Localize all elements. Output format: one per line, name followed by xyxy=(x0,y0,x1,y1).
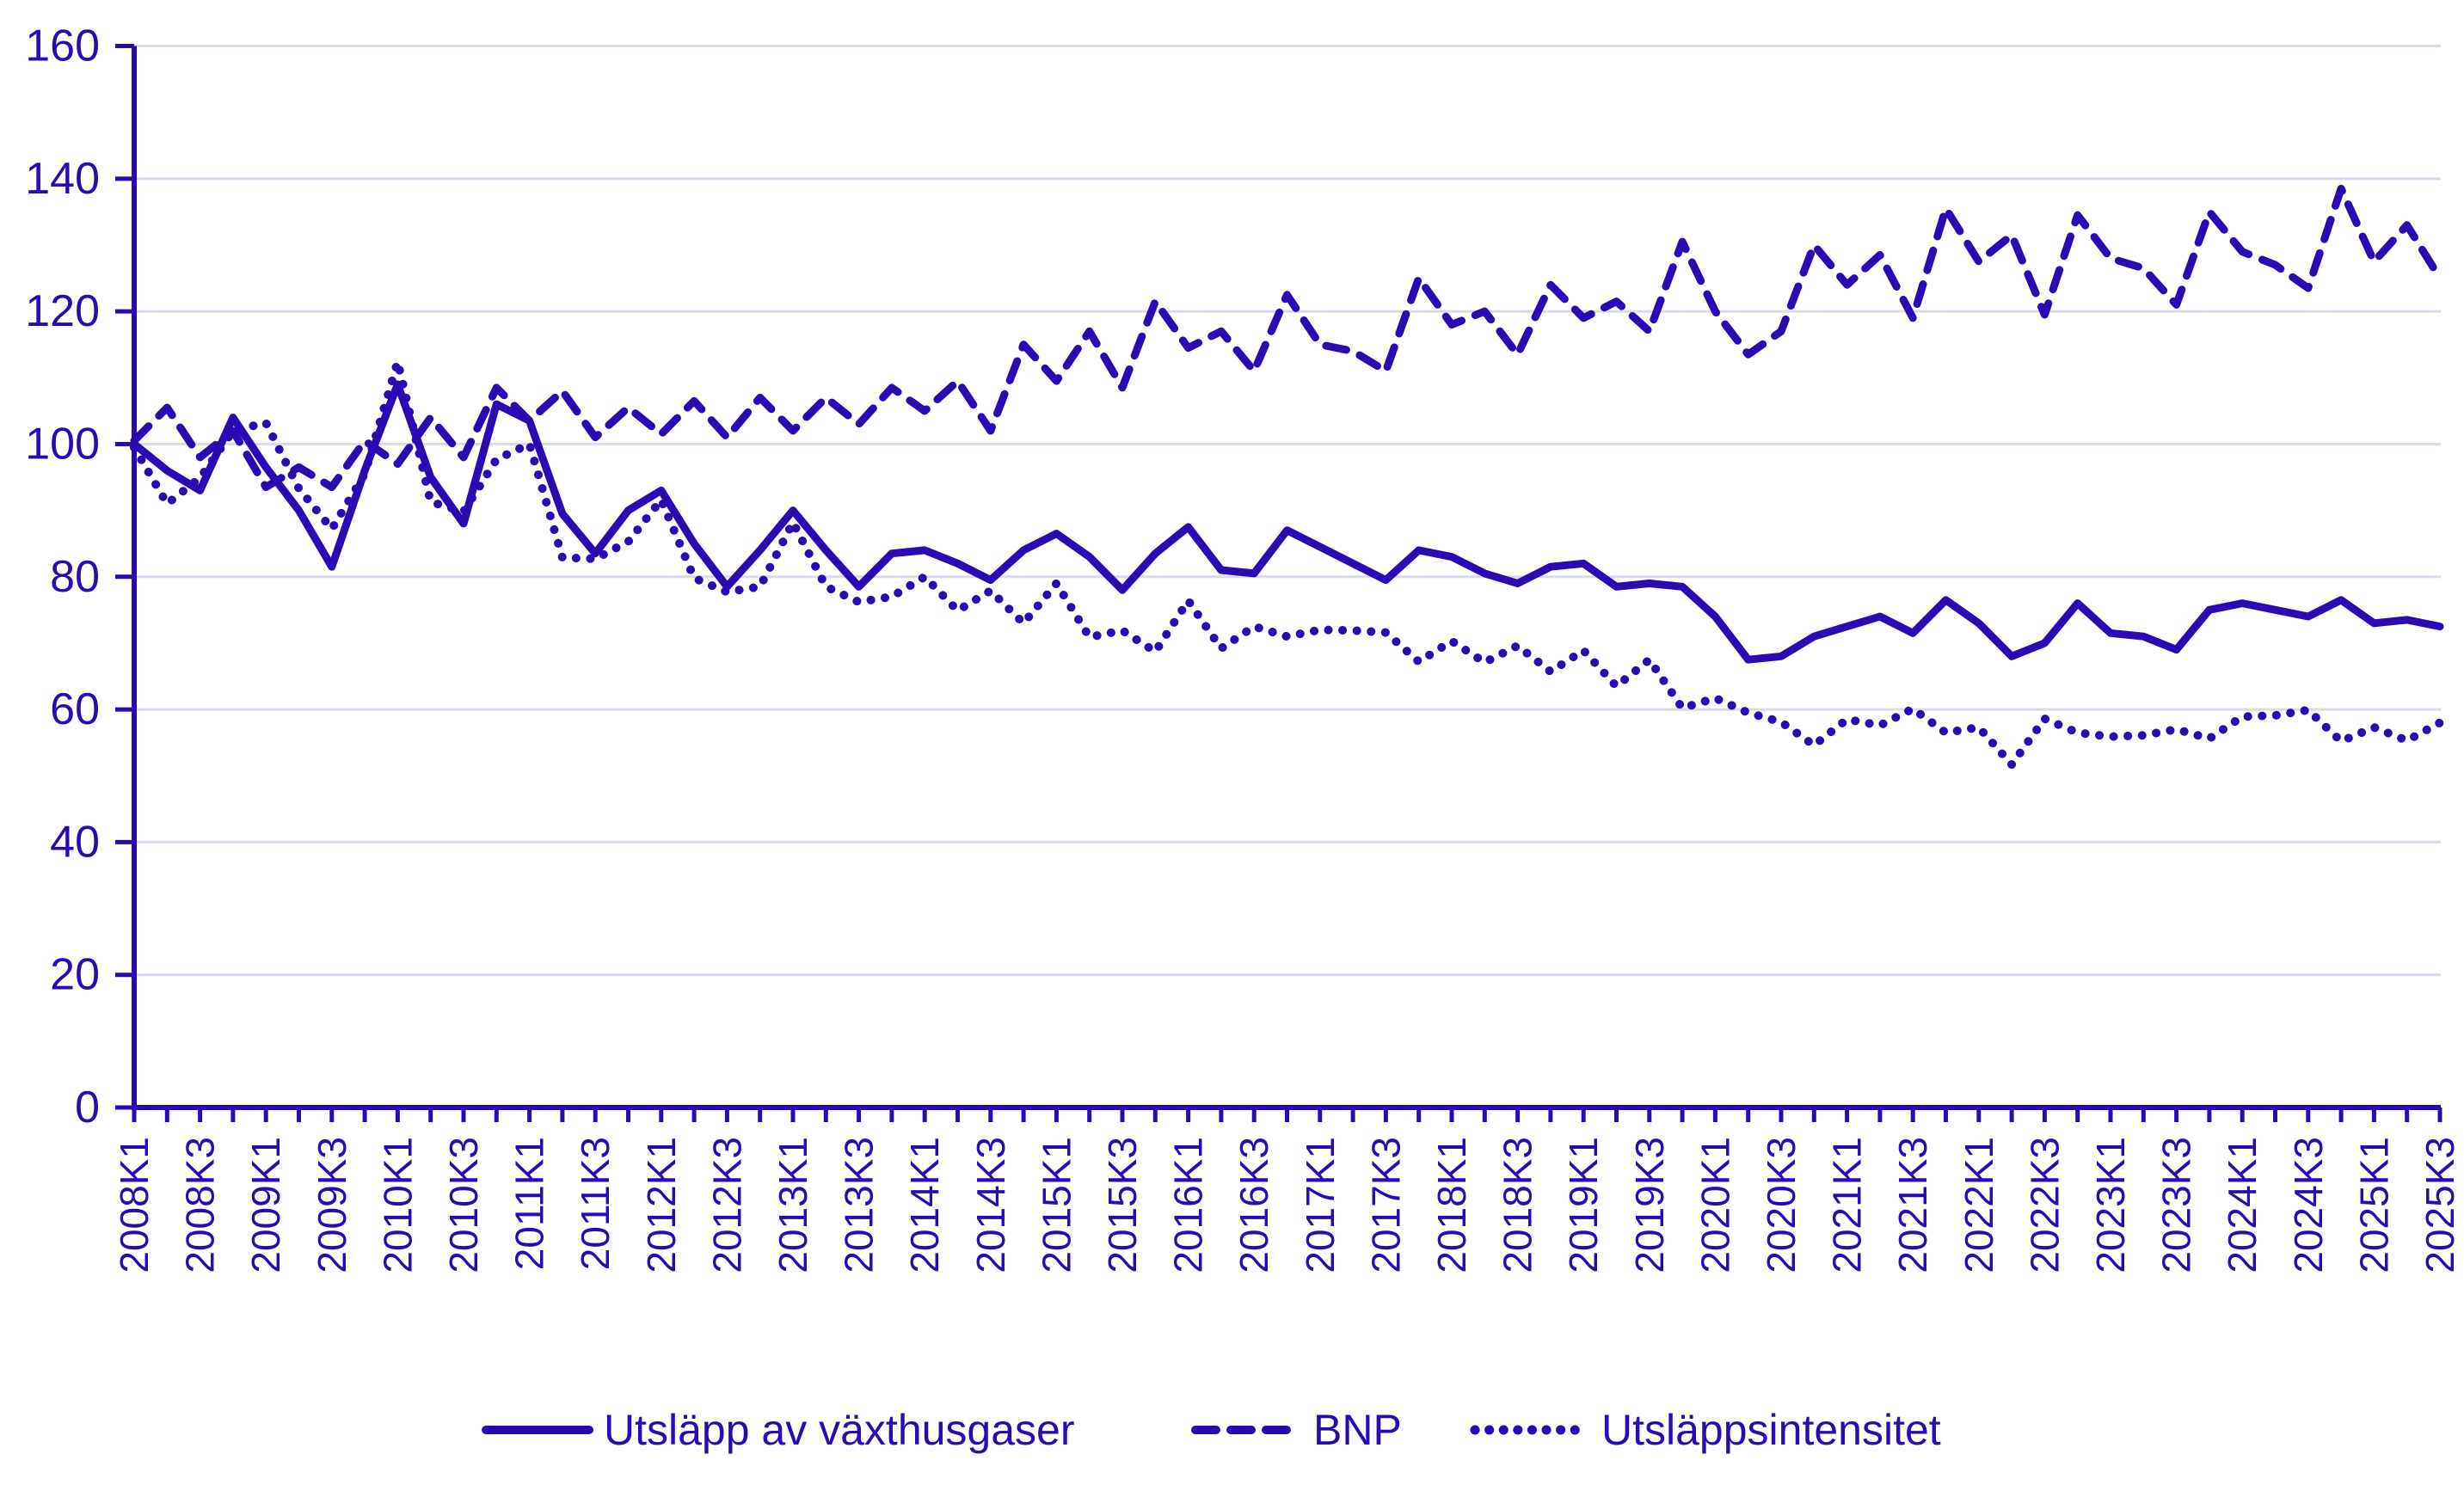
series-line-dotted xyxy=(130,357,2444,770)
x-tick-label: 2009K1 xyxy=(243,1137,288,1273)
x-tick-label: 2008K1 xyxy=(112,1137,157,1273)
y-tick-label: 120 xyxy=(25,286,100,336)
x-tick-label: 2009K3 xyxy=(310,1137,354,1273)
x-tick-label: 2010K3 xyxy=(441,1137,486,1273)
y-tick-label: 80 xyxy=(50,552,100,602)
x-tick-label: 2019K1 xyxy=(1561,1137,1606,1273)
x-tick-label: 2025K3 xyxy=(2418,1137,2462,1273)
x-tick-label: 2013K3 xyxy=(837,1137,882,1273)
x-tick-label: 2014K1 xyxy=(902,1137,947,1273)
x-tick-label: 2025K1 xyxy=(2351,1137,2396,1273)
x-tick-label: 2017K3 xyxy=(1363,1137,1408,1273)
x-tick-label: 2012K3 xyxy=(704,1137,749,1273)
x-tick-label: 2013K1 xyxy=(771,1137,815,1273)
legend-label: Utsläpp av växthusgaser xyxy=(604,1406,1075,1454)
x-tick-label: 2011K1 xyxy=(507,1137,552,1270)
x-tick-label: 2018K1 xyxy=(1429,1137,1474,1273)
legend-label: Utsläppsintensitet xyxy=(1601,1406,1941,1454)
x-tick-label: 2017K1 xyxy=(1298,1137,1343,1273)
y-tick-label: 20 xyxy=(50,950,100,1000)
y-tick-label: 40 xyxy=(50,817,100,867)
x-tick-label: 2022K3 xyxy=(2022,1137,2067,1273)
y-tick-label: 100 xyxy=(25,419,100,469)
x-tick-label: 2022K1 xyxy=(1957,1137,2001,1273)
y-tick-label: 160 xyxy=(25,21,100,71)
x-tick-label: 2015K3 xyxy=(1100,1137,1145,1273)
x-tick-label: 2019K3 xyxy=(1627,1137,1672,1273)
x-tick-label: 2024K1 xyxy=(2220,1137,2264,1273)
x-tick-label: 2021K1 xyxy=(1825,1137,1870,1273)
x-tick-label: 2023K3 xyxy=(2154,1137,2199,1273)
x-tick-label: 2021K3 xyxy=(1890,1137,1935,1273)
x-tick-label: 2016K1 xyxy=(1166,1137,1211,1273)
x-tick-label: 2014K3 xyxy=(968,1137,1013,1273)
series-line-solid xyxy=(130,380,2444,664)
x-tick-label: 2020K3 xyxy=(1759,1137,1803,1273)
x-tick-label: 2016K3 xyxy=(1232,1137,1276,1273)
x-tick-label: 2012K1 xyxy=(639,1137,684,1273)
x-tick-label: 2023K1 xyxy=(2088,1137,2133,1273)
x-tick-label: 2011K3 xyxy=(573,1137,618,1270)
x-tick-label: 2020K1 xyxy=(1693,1137,1737,1273)
x-tick-label: 2018K3 xyxy=(1496,1137,1540,1273)
x-tick-label: 2015K1 xyxy=(1034,1137,1078,1273)
y-tick-label: 140 xyxy=(25,154,100,204)
series-line-dashed xyxy=(130,184,2444,492)
x-tick-label: 2024K3 xyxy=(2286,1137,2331,1273)
legend-label: BNP xyxy=(1313,1406,1402,1454)
y-tick-label: 60 xyxy=(50,684,100,734)
x-tick-label: 2010K1 xyxy=(375,1137,420,1273)
x-tick-label: 2008K3 xyxy=(178,1137,223,1273)
y-tick-label: 0 xyxy=(75,1083,100,1132)
